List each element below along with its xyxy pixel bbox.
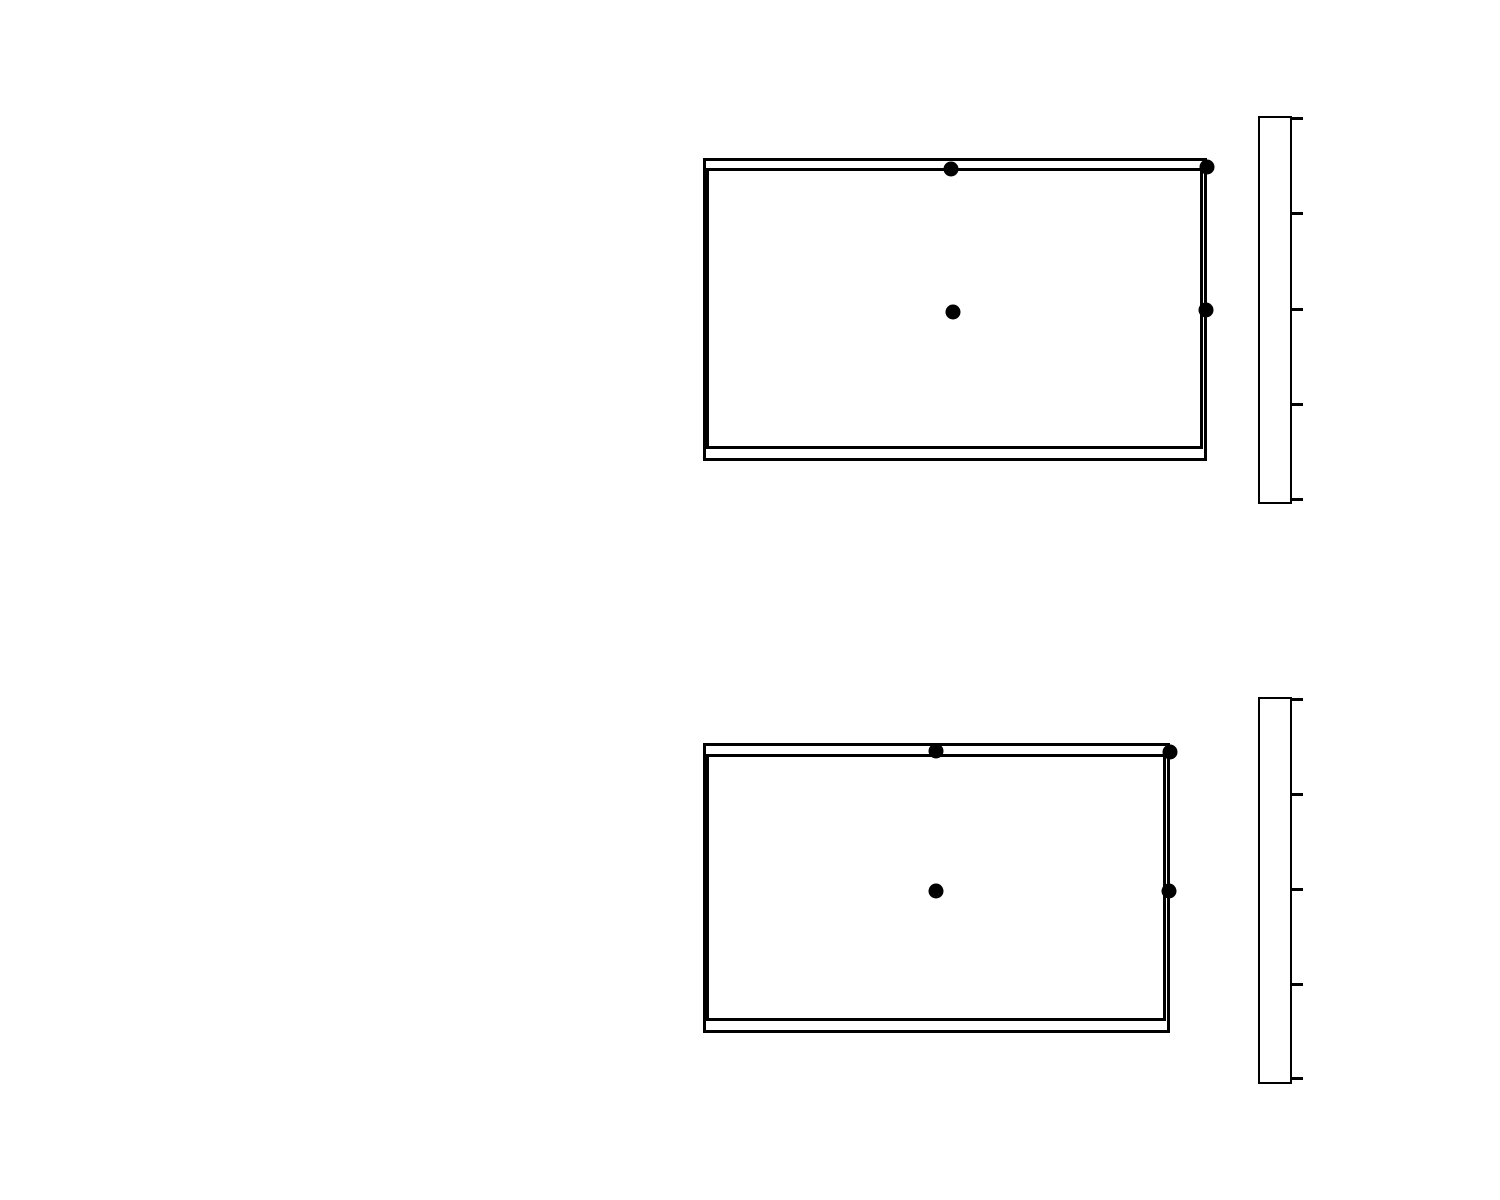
valence-marker-dot-X [1161, 883, 1177, 899]
conduction-marker-dot-Y [943, 161, 959, 177]
conduction-marker-dot-S [1199, 159, 1215, 175]
conduction-cbar-tick [1290, 498, 1303, 501]
conduction-marker-dot-X [1198, 302, 1214, 318]
conduction-cbar-tick [1290, 117, 1303, 120]
valence-cbar-tick [1290, 983, 1303, 986]
valence-colorbar [1260, 699, 1290, 1082]
conduction-marker-dot-gamma [945, 304, 961, 320]
valence-marker-dot-gamma [928, 883, 944, 899]
conduction-colorbar [1260, 118, 1290, 502]
valence-colorbar-frame [1258, 697, 1292, 1084]
conduction-cbar-axis-label [1402, 116, 1446, 500]
valence-cbar-tick [1290, 1077, 1303, 1080]
conduction-cbar-tick [1290, 403, 1303, 406]
valence-cbar-axis-label [1402, 697, 1446, 1080]
valence-marker-dot-S [1162, 744, 1178, 760]
valence-cbar-tick [1290, 888, 1303, 891]
valence-cbar-tick [1290, 793, 1303, 796]
valence-marker-dot-Y [928, 743, 944, 759]
conduction-colorbar-frame [1258, 116, 1292, 504]
conduction-cbar-tick [1290, 308, 1303, 311]
conduction-cbar-tick [1290, 212, 1303, 215]
surface3d-panel [80, 200, 600, 990]
valence-cbar-tick [1290, 698, 1303, 701]
